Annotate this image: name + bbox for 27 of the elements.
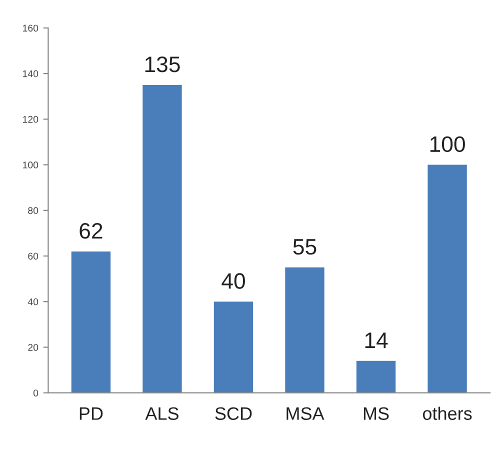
data-label: 62 — [80, 222, 102, 239]
data-label: 55 — [293, 239, 316, 255]
y-tick-label: 80 — [28, 207, 38, 214]
data-label: 135 — [145, 56, 180, 72]
bar — [285, 267, 324, 393]
data-label: 14 — [365, 332, 388, 348]
bar — [142, 84, 182, 393]
bar — [214, 302, 254, 393]
x-tick-label: SCD — [215, 407, 252, 420]
y-tick-label: 0 — [33, 390, 38, 396]
bar — [71, 251, 111, 393]
y-tick-label: 140 — [23, 70, 38, 78]
bar — [428, 164, 467, 393]
x-tick-label: MS — [364, 407, 389, 420]
data-label: 100 — [430, 136, 465, 152]
data-label: 40 — [222, 273, 245, 289]
x-tick-label: ALS — [145, 407, 178, 420]
x-tick-label: others — [422, 406, 472, 420]
x-tick-label: MSA — [286, 407, 324, 420]
bar — [356, 360, 396, 393]
y-tick-label: 60 — [28, 252, 38, 260]
y-tick-label: 40 — [28, 298, 38, 306]
y-tick-label: 160 — [23, 24, 38, 32]
y-tick-label: 120 — [23, 116, 38, 123]
y-tick-label: 100 — [23, 162, 38, 168]
y-tick-label: 20 — [28, 344, 38, 351]
x-tick-label: PD — [80, 407, 103, 420]
